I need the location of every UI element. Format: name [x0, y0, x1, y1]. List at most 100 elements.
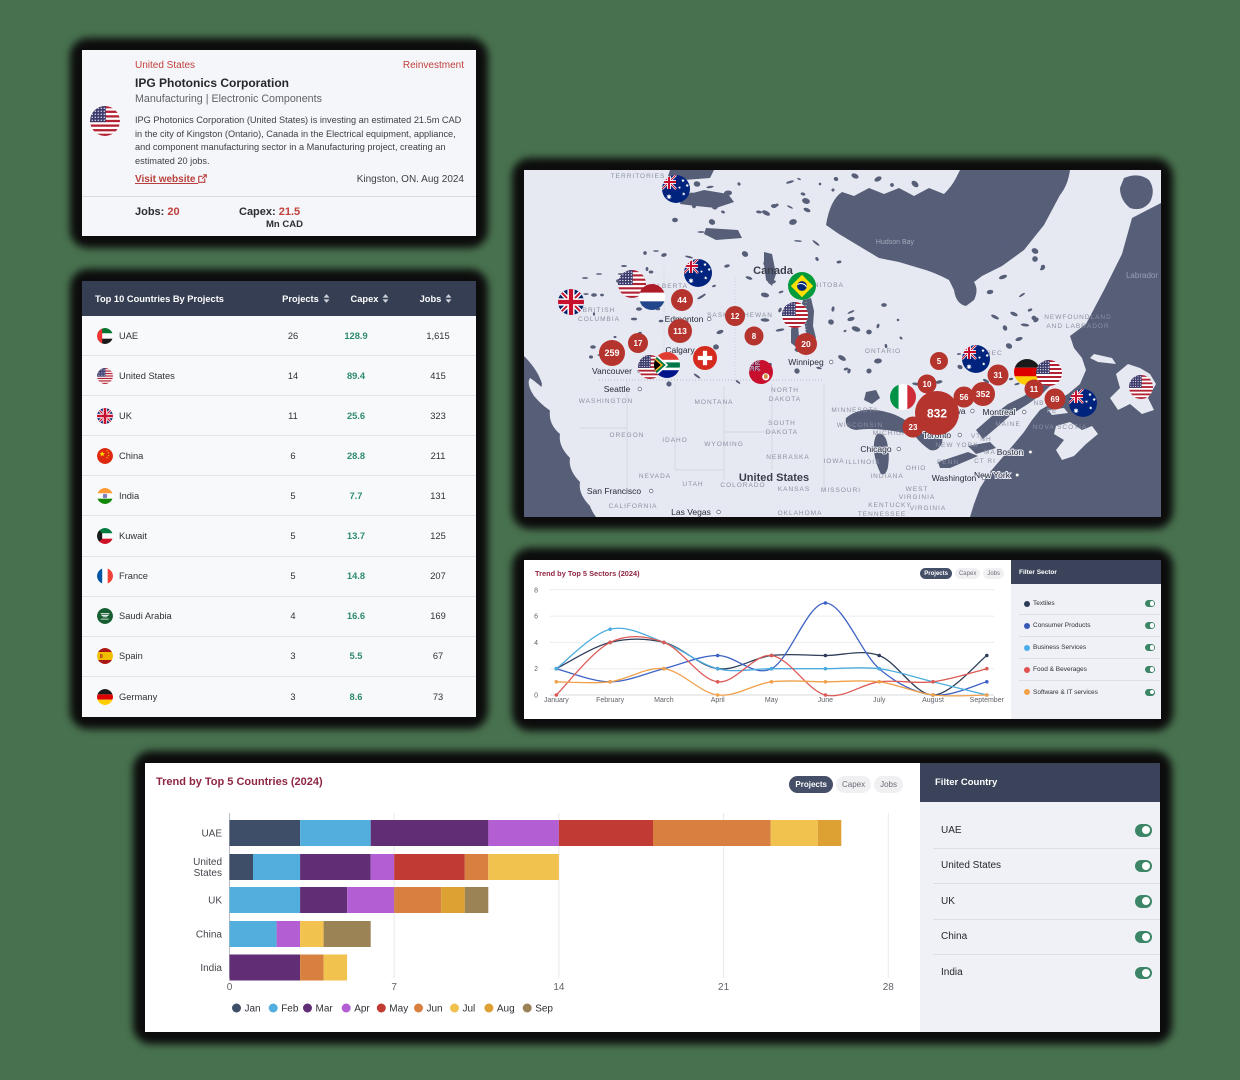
- svg-text:February: February: [596, 697, 625, 704]
- svg-text:7: 7: [391, 982, 397, 993]
- svg-text:UK: UK: [208, 896, 222, 907]
- svg-text:DAKOTA: DAKOTA: [766, 429, 798, 436]
- svg-text:Jan: Jan: [245, 1004, 261, 1015]
- svg-text:11: 11: [1030, 385, 1039, 394]
- svg-text:MA: MA: [984, 449, 996, 456]
- svg-text:Chicago: Chicago: [860, 444, 891, 454]
- svg-text:CALIFORNIA: CALIFORNIA: [608, 503, 657, 510]
- svg-text:OHIO: OHIO: [906, 465, 927, 472]
- svg-text:United: United: [193, 857, 222, 868]
- svg-text:India: India: [200, 963, 222, 974]
- svg-text:NORTH: NORTH: [771, 387, 799, 394]
- svg-text:OREGON: OREGON: [610, 432, 645, 439]
- svg-text:8: 8: [752, 332, 757, 341]
- svg-text:NEVADA: NEVADA: [639, 473, 671, 480]
- svg-text:MINNESOTA: MINNESOTA: [831, 407, 878, 414]
- svg-text:NEWFOUNDLAND: NEWFOUNDLAND: [1044, 314, 1112, 321]
- svg-text:KANSAS: KANSAS: [778, 486, 810, 493]
- svg-text:4: 4: [534, 640, 538, 647]
- svg-text:PENN: PENN: [937, 459, 959, 466]
- svg-text:WEST: WEST: [906, 486, 929, 493]
- svg-text:113: 113: [673, 326, 687, 336]
- svg-text:Seattle: Seattle: [604, 384, 631, 394]
- svg-text:OKLAHOMA: OKLAHOMA: [778, 510, 823, 517]
- svg-text:NH: NH: [980, 436, 991, 443]
- svg-text:August: August: [922, 697, 944, 704]
- svg-text:0: 0: [534, 693, 538, 700]
- svg-text:Calgary: Calgary: [665, 345, 695, 355]
- svg-text:IOWA: IOWA: [823, 458, 844, 465]
- svg-text:TERRITORIES: TERRITORIES: [611, 173, 666, 180]
- svg-text:MONTANA: MONTANA: [694, 399, 733, 406]
- svg-text:WASHINGTON: WASHINGTON: [579, 398, 633, 405]
- svg-text:MISSOURI: MISSOURI: [821, 487, 861, 494]
- svg-text:COLORADO: COLORADO: [720, 482, 765, 489]
- svg-text:AND LABRADOR: AND LABRADOR: [1046, 323, 1109, 330]
- svg-text:China: China: [196, 930, 223, 941]
- svg-text:259: 259: [604, 348, 619, 358]
- svg-text:San Francisco: San Francisco: [587, 486, 642, 496]
- svg-text:Vancouver: Vancouver: [592, 366, 632, 376]
- svg-text:Jun: Jun: [427, 1004, 443, 1015]
- svg-text:69: 69: [1051, 395, 1060, 404]
- svg-text:CT RI: CT RI: [974, 458, 996, 465]
- svg-text:April: April: [711, 697, 725, 704]
- svg-text:March: March: [654, 697, 674, 704]
- svg-text:Canada: Canada: [753, 265, 794, 277]
- svg-text:Mar: Mar: [316, 1004, 334, 1015]
- svg-text:23: 23: [909, 423, 918, 432]
- svg-text:States: States: [194, 868, 222, 879]
- svg-text:NEBRASKA: NEBRASKA: [766, 454, 809, 461]
- svg-text:NOVA SCOTIA: NOVA SCOTIA: [1033, 424, 1088, 431]
- svg-text:NB: NB: [1033, 400, 1044, 407]
- svg-text:Jul: Jul: [463, 1004, 476, 1015]
- svg-text:New York: New York: [974, 470, 1011, 480]
- svg-text:20: 20: [801, 339, 811, 349]
- svg-text:12: 12: [731, 312, 740, 321]
- svg-text:Las Vegas: Las Vegas: [671, 507, 711, 517]
- svg-text:ALBERTA: ALBERTA: [652, 283, 688, 290]
- svg-text:Boston: Boston: [997, 447, 1024, 457]
- svg-text:UTAH: UTAH: [682, 481, 703, 488]
- svg-text:BRITISH: BRITISH: [583, 307, 616, 314]
- svg-text:July: July: [873, 697, 886, 704]
- svg-text:VIRGINIA: VIRGINIA: [910, 505, 947, 512]
- svg-text:UAE: UAE: [201, 829, 222, 840]
- svg-text:ONTARIO: ONTARIO: [865, 348, 901, 355]
- svg-text:May: May: [389, 1004, 408, 1015]
- svg-text:Aug: Aug: [497, 1004, 515, 1015]
- svg-text:56: 56: [960, 393, 969, 402]
- svg-text:May: May: [765, 697, 779, 704]
- svg-text:MICHIGAN: MICHIGAN: [873, 430, 914, 437]
- svg-text:0: 0: [227, 982, 233, 993]
- svg-text:28: 28: [883, 982, 895, 993]
- svg-text:June: June: [818, 697, 833, 704]
- svg-text:PE: PE: [1047, 408, 1058, 415]
- svg-text:WYOMING: WYOMING: [704, 441, 744, 448]
- svg-text:832: 832: [927, 406, 947, 420]
- svg-text:NEW YORK: NEW YORK: [935, 442, 978, 449]
- svg-text:TENNESSEE: TENNESSEE: [858, 511, 906, 517]
- svg-text:IDAHO: IDAHO: [662, 437, 688, 444]
- svg-text:31: 31: [994, 371, 1003, 380]
- svg-text:2: 2: [534, 666, 538, 673]
- svg-text:Winnipeg: Winnipeg: [788, 357, 824, 367]
- svg-text:Apr: Apr: [354, 1004, 370, 1015]
- svg-text:September: September: [970, 697, 1005, 704]
- svg-text:VIRGINIA: VIRGINIA: [899, 494, 936, 501]
- svg-text:SOUTH: SOUTH: [768, 420, 796, 427]
- svg-text:Labrador: Labrador: [1126, 271, 1158, 280]
- svg-text:Feb: Feb: [281, 1004, 299, 1015]
- svg-text:10: 10: [923, 380, 932, 389]
- svg-text:DAKOTA: DAKOTA: [769, 396, 801, 403]
- svg-text:INDIANA: INDIANA: [870, 473, 903, 480]
- svg-text:Washington: Washington: [932, 473, 977, 483]
- svg-text:COLUMBIA: COLUMBIA: [578, 316, 620, 323]
- svg-text:17: 17: [634, 339, 643, 348]
- svg-text:MANITOBA: MANITOBA: [802, 282, 844, 289]
- svg-text:6: 6: [534, 614, 538, 621]
- svg-text:Hudson Bay: Hudson Bay: [876, 239, 915, 246]
- svg-text:Sep: Sep: [535, 1004, 553, 1015]
- svg-text:21: 21: [718, 982, 730, 993]
- svg-text:January: January: [544, 697, 569, 704]
